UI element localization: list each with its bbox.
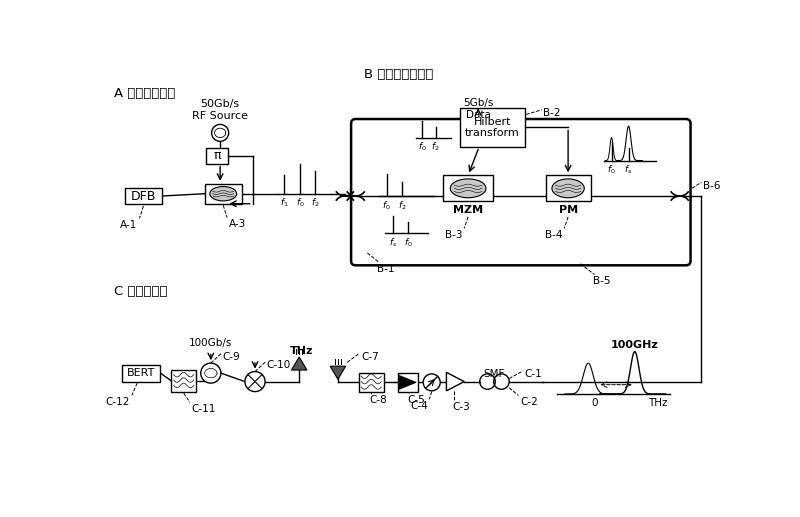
Text: $f_1$: $f_1$ — [280, 197, 289, 209]
Text: 100GHz: 100GHz — [611, 340, 658, 350]
Text: π: π — [214, 149, 221, 162]
Text: $f_s$: $f_s$ — [389, 236, 397, 249]
Text: C-8: C-8 — [369, 396, 386, 405]
Circle shape — [201, 363, 221, 383]
Text: THz: THz — [648, 398, 668, 408]
Ellipse shape — [210, 187, 237, 201]
Bar — [125, 188, 162, 205]
Text: 100Gb/s: 100Gb/s — [189, 339, 233, 348]
Text: DFB: DFB — [130, 190, 156, 203]
Text: $f_0$: $f_0$ — [418, 141, 426, 153]
Text: BERT: BERT — [127, 368, 155, 378]
Text: $f_s$: $f_s$ — [624, 164, 633, 176]
Bar — [171, 370, 196, 391]
Text: SMF: SMF — [484, 369, 505, 379]
Text: C 传输和发射: C 传输和发射 — [114, 285, 167, 298]
Text: C-5: C-5 — [408, 396, 426, 405]
Text: B-6: B-6 — [703, 180, 721, 191]
Text: C-4: C-4 — [410, 401, 428, 411]
Polygon shape — [330, 366, 346, 379]
Bar — [122, 364, 161, 382]
Text: B-1: B-1 — [378, 264, 395, 274]
Text: $f_0$: $f_0$ — [607, 164, 616, 176]
Circle shape — [423, 374, 440, 391]
Bar — [206, 148, 228, 164]
Polygon shape — [291, 357, 307, 370]
Text: 50Gb/s
RF Source: 50Gb/s RF Source — [192, 99, 248, 120]
Text: Hilbert
transform: Hilbert transform — [465, 117, 519, 138]
Text: MZM: MZM — [453, 205, 483, 215]
Text: B 双级单边带调制: B 双级单边带调制 — [363, 68, 433, 81]
Polygon shape — [446, 372, 464, 391]
Text: A-1: A-1 — [120, 220, 138, 230]
Bar — [546, 175, 590, 202]
Text: B-4: B-4 — [545, 230, 562, 240]
Text: $f_2$: $f_2$ — [398, 199, 406, 211]
Bar — [359, 373, 384, 391]
Circle shape — [211, 125, 229, 141]
Text: C-3: C-3 — [453, 402, 470, 412]
Text: B-3: B-3 — [445, 230, 462, 240]
Text: $f_2$: $f_2$ — [431, 141, 440, 153]
Bar — [205, 184, 242, 204]
Bar — [459, 108, 525, 147]
Polygon shape — [399, 375, 416, 389]
Text: C-11: C-11 — [191, 404, 216, 414]
Text: A 太赫兹波产生: A 太赫兹波产生 — [114, 87, 175, 100]
Text: $f_0$: $f_0$ — [404, 236, 413, 249]
Text: A-3: A-3 — [229, 219, 246, 229]
Text: PM: PM — [558, 205, 578, 215]
Text: B-2: B-2 — [543, 108, 561, 118]
Text: 0: 0 — [591, 398, 598, 408]
Text: B-5: B-5 — [593, 276, 610, 286]
Text: C-7: C-7 — [361, 352, 379, 361]
Text: $f_2$: $f_2$ — [311, 197, 320, 209]
Text: 5Gb/s
Data: 5Gb/s Data — [463, 98, 494, 120]
Ellipse shape — [552, 179, 584, 197]
Text: C-2: C-2 — [520, 397, 538, 407]
Text: C-10: C-10 — [266, 360, 291, 370]
Text: THz: THz — [290, 346, 313, 356]
Text: $f_0$: $f_0$ — [295, 197, 304, 209]
Ellipse shape — [450, 179, 486, 197]
Bar — [443, 175, 493, 202]
Circle shape — [245, 372, 265, 391]
Text: C-1: C-1 — [525, 369, 542, 379]
Text: C-12: C-12 — [106, 397, 130, 407]
Text: $f_0$: $f_0$ — [382, 199, 391, 211]
Bar — [398, 373, 418, 391]
Text: C-9: C-9 — [222, 352, 240, 361]
